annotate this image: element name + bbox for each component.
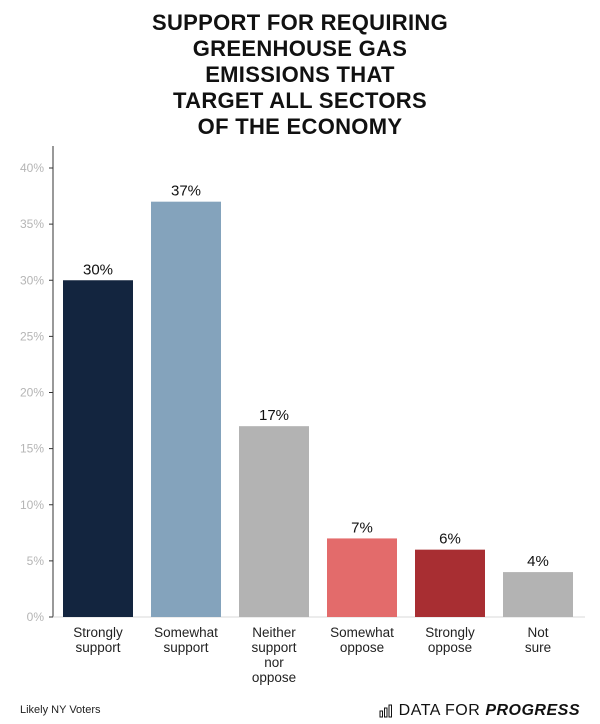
data-label: 37%: [171, 183, 201, 200]
y-tick-label: 10%: [20, 498, 44, 512]
chart-title: SUPPORT FOR REQUIRING GREENHOUSE GAS EMI…: [0, 10, 600, 140]
category-label: Strongly: [73, 625, 123, 640]
brand-emphasis: PROGRESS: [485, 702, 580, 719]
y-tick-label: 5%: [27, 554, 45, 568]
brand-prefix: DATA FOR: [398, 702, 481, 719]
y-tick-label: 0%: [27, 610, 45, 624]
category-label: Somewhat: [330, 625, 394, 640]
data-label: 30%: [83, 261, 113, 278]
category-label: support: [251, 640, 296, 655]
bar-chart-icon: [379, 704, 392, 718]
data-label: 4%: [527, 553, 549, 570]
title-line: GREENHOUSE GAS: [192, 36, 408, 61]
title-line: OF THE ECONOMY: [197, 114, 403, 139]
bar: [503, 572, 573, 617]
source-note: Likely NY Voters: [20, 704, 101, 716]
category-label: support: [75, 640, 120, 655]
category-label: Somewhat: [154, 625, 218, 640]
y-tick-label: 25%: [20, 329, 44, 343]
bar: [239, 426, 309, 617]
bar: [63, 280, 133, 617]
y-tick-label: 30%: [20, 273, 44, 287]
category-label: support: [163, 640, 208, 655]
bar: [151, 201, 221, 618]
category-label: oppose: [340, 640, 384, 655]
category-label: oppose: [252, 670, 296, 685]
title-line: SUPPORT FOR REQUIRING: [152, 10, 448, 35]
y-tick-label: 15%: [20, 442, 44, 456]
title-line: TARGET ALL SECTORS: [173, 88, 427, 113]
category-label: Neither: [252, 625, 296, 640]
data-label: 17%: [259, 407, 289, 424]
category-label: oppose: [428, 640, 472, 655]
y-tick-label: 20%: [20, 386, 44, 400]
category-label: sure: [525, 640, 551, 655]
data-label: 6%: [439, 531, 461, 548]
brand-logo: DATA FOR PROGRESS: [379, 702, 580, 720]
data-label: 7%: [351, 519, 373, 536]
category-label: Not: [527, 625, 548, 640]
category-label: Strongly: [425, 625, 475, 640]
title-line: EMISSIONS THAT: [205, 62, 395, 87]
bar: [327, 538, 397, 617]
bar: [415, 549, 485, 617]
y-tick-label: 40%: [20, 161, 44, 175]
category-label: nor: [264, 655, 284, 670]
y-tick-label: 35%: [20, 217, 44, 231]
